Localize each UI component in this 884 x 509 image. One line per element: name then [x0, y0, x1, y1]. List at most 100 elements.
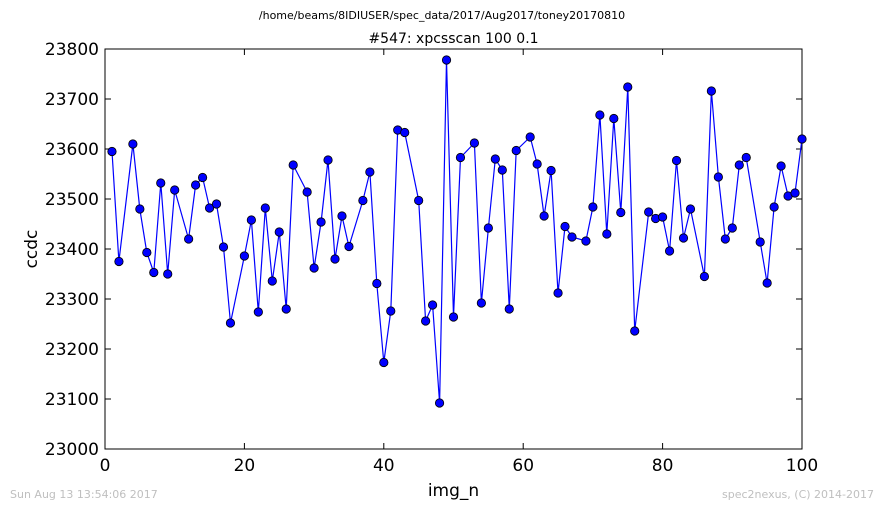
- data-point: [309, 263, 319, 273]
- chart-suptitle: /home/beams/8IDIUSER/spec_data/2017/Aug2…: [259, 9, 625, 22]
- x-tick-label: 80: [652, 456, 674, 476]
- y-axis: 23000 23100 23200 23300 23400 23500 23600 23700…: [45, 40, 802, 460]
- data-point: [400, 127, 410, 138]
- data-point: [260, 203, 270, 213]
- data-point: [720, 234, 730, 244]
- data-point: [762, 278, 772, 288]
- y-tick-label: 23400: [45, 240, 99, 260]
- data-point: [330, 254, 340, 264]
- data-point: [595, 110, 605, 120]
- data-point: [790, 188, 800, 198]
- data-point: [657, 212, 668, 222]
- data-point: [623, 82, 633, 92]
- data-point: [581, 236, 591, 246]
- data-point: [769, 202, 779, 212]
- data-point: [421, 316, 431, 326]
- data-point: [630, 326, 640, 336]
- data-point: [323, 155, 333, 165]
- data-point: [588, 202, 598, 212]
- data-point: [253, 307, 263, 317]
- data-point: [483, 223, 493, 233]
- series-group: [107, 55, 807, 408]
- data-point: [441, 55, 452, 65]
- data-point: [225, 318, 236, 328]
- footer-timestamp: Sun Aug 13 13:54:06 2017: [10, 488, 158, 501]
- data-point: [525, 132, 535, 142]
- y-tick-label: 23500: [45, 190, 99, 210]
- data-point: [246, 215, 256, 225]
- data-point: [302, 187, 312, 197]
- data-point: [365, 167, 375, 177]
- data-point: [685, 204, 696, 214]
- data-point: [197, 172, 208, 183]
- x-axis: 0 20 40 60 80 100: [100, 49, 818, 476]
- y-tick-label: 23100: [45, 390, 99, 410]
- data-point: [476, 298, 486, 308]
- data-point: [567, 232, 577, 242]
- data-point: [163, 269, 173, 279]
- y-tick-label: 23200: [45, 340, 99, 360]
- x-tick-label: 40: [373, 456, 395, 476]
- data-point: [706, 86, 716, 96]
- x-axis-label: img_n: [428, 481, 479, 501]
- chart-title: #547: xpcsscan 100 0.1: [368, 31, 538, 47]
- data-point: [191, 180, 201, 190]
- data-point: [755, 237, 765, 247]
- data-point: [142, 247, 152, 258]
- data-point: [609, 113, 619, 124]
- data-point: [184, 234, 194, 244]
- y-axis-label: ccdc: [22, 230, 42, 269]
- footer-credit: spec2nexus, (C) 2014-2017: [722, 488, 874, 501]
- data-point: [204, 203, 215, 213]
- y-tick-label: 23700: [45, 90, 99, 110]
- y-tick-label: 23800: [45, 40, 99, 60]
- data-point: [114, 256, 124, 267]
- y-tick-label: 23000: [45, 440, 99, 460]
- data-point: [797, 134, 807, 144]
- data-point: [344, 241, 354, 252]
- data-point: [288, 160, 298, 170]
- data-point: [616, 207, 626, 218]
- x-tick-label: 100: [786, 456, 818, 476]
- data-point: [135, 204, 145, 214]
- data-point: [539, 211, 549, 221]
- data-point: [316, 217, 326, 227]
- data-point: [274, 227, 284, 237]
- data-point: [448, 312, 459, 322]
- data-point: [358, 195, 368, 206]
- data-point: [602, 229, 612, 239]
- data-point: [546, 165, 556, 176]
- data-point: [170, 185, 180, 195]
- data-point: [107, 146, 117, 157]
- data-point: [532, 159, 542, 169]
- x-tick-label: 60: [512, 456, 534, 476]
- data-point: [128, 139, 138, 149]
- y-tick-label: 23600: [45, 140, 99, 160]
- data-point: [149, 267, 159, 278]
- data-point: [218, 242, 229, 252]
- y-tick-label: 23300: [45, 290, 99, 310]
- data-point: [427, 300, 438, 310]
- data-point: [504, 304, 514, 314]
- data-point: [699, 271, 710, 282]
- x-tick-label: 0: [100, 456, 111, 476]
- plot-area: 0 20 40 60 80 100 230002310023200233002340023…: [45, 40, 818, 476]
- x-tick-label: 20: [234, 456, 256, 476]
- data-point: [490, 154, 500, 164]
- axes-box: [104, 48, 803, 450]
- data-point: [156, 178, 166, 188]
- data-point: [372, 278, 382, 289]
- data-point: [741, 152, 751, 163]
- data-point: [379, 357, 389, 368]
- data-point: [281, 304, 291, 314]
- data-point: [560, 221, 570, 232]
- data-point: [337, 211, 347, 221]
- data-point: [455, 152, 466, 163]
- data-point: [553, 288, 563, 298]
- data-point: [664, 246, 675, 256]
- axes-frame: [104, 48, 803, 450]
- data-point: [414, 195, 424, 206]
- data-point: [267, 276, 277, 286]
- data-point: [239, 251, 249, 261]
